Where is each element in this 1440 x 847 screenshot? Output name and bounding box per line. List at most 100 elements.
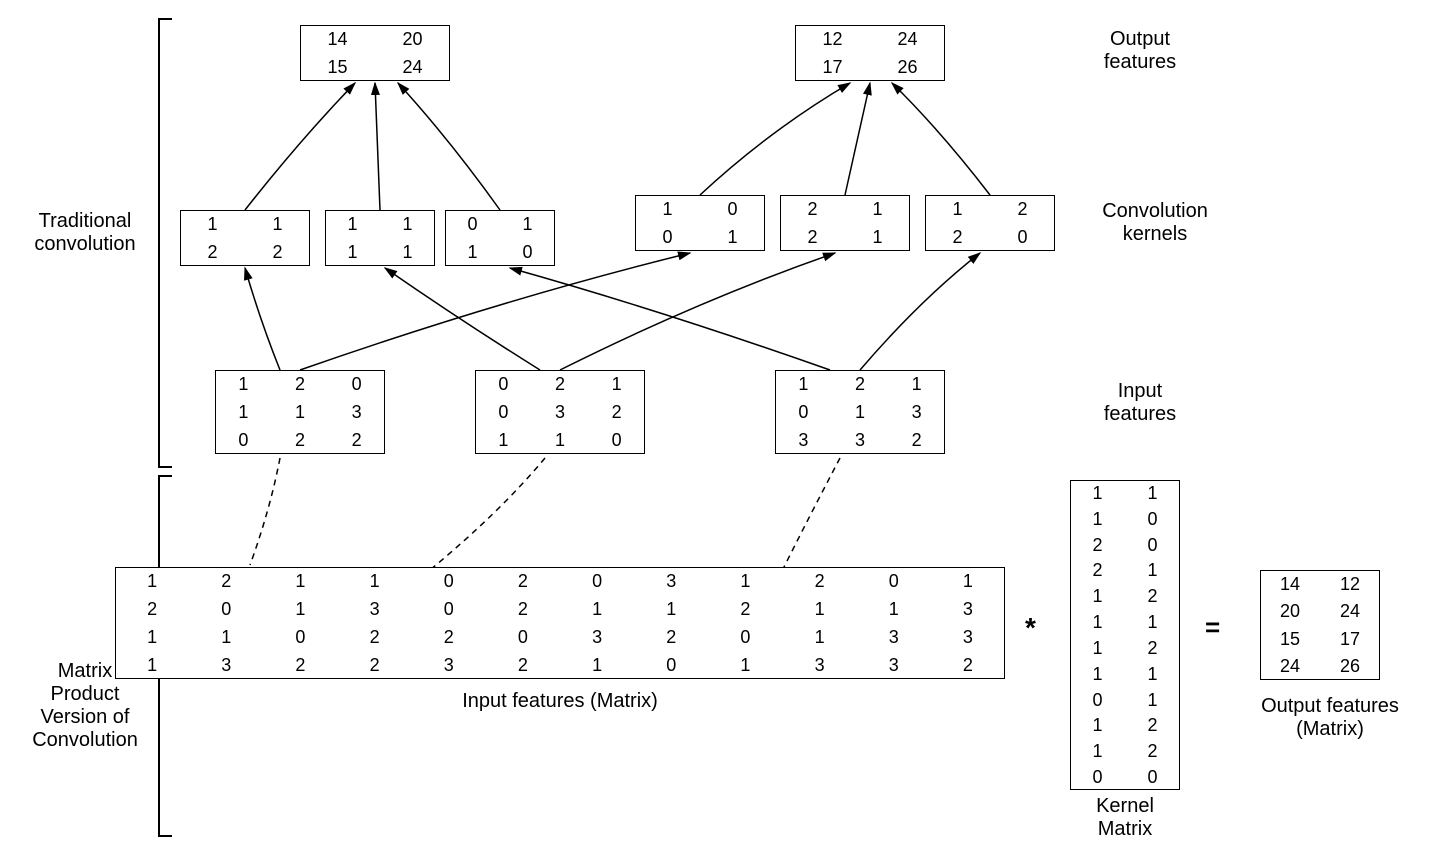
kernel-5-cell-1-1: 0 <box>990 227 1055 248</box>
output-matrix-cell-3-1: 26 <box>1320 656 1380 677</box>
l-km-1: Kernel <box>1096 795 1154 817</box>
input-feature-2-cell-0-0: 1 <box>775 374 832 395</box>
label-input-matrix: Input features (Matrix) <box>360 690 760 713</box>
kernel-matrix-cell-2-0: 2 <box>1070 535 1125 556</box>
output-feature-0-cell-0-1: 20 <box>375 29 450 50</box>
output-matrix-cell-1-0: 20 <box>1260 601 1320 622</box>
input-matrix-cell-1-10: 1 <box>857 599 931 620</box>
input-feature-2-cell-0-2: 1 <box>888 374 945 395</box>
input-matrix-cell-1-8: 2 <box>708 599 782 620</box>
output-feature-0-cell-1-0: 15 <box>300 57 375 78</box>
input-matrix-cell-2-10: 3 <box>857 627 931 648</box>
input-matrix-cell-3-3: 2 <box>338 655 412 676</box>
kernel-0-cell-0-1: 1 <box>245 214 310 235</box>
input-feature-2-cell-1-1: 1 <box>832 402 889 423</box>
kernel-matrix-cell-4-1: 2 <box>1125 586 1180 607</box>
kernel-1-cell-1-1: 1 <box>380 242 435 263</box>
kernel-3-cell-0-0: 1 <box>635 199 700 220</box>
output-feature-1-cell-0-1: 24 <box>870 29 945 50</box>
label-kernel-matrix: Kernel Matrix <box>1070 795 1180 841</box>
kernel-3-cell-1-0: 0 <box>635 227 700 248</box>
kernel-matrix-cell-6-0: 1 <box>1070 638 1125 659</box>
output-feature-0-cell-0-0: 14 <box>300 29 375 50</box>
output-matrix-cell-0-0: 14 <box>1260 574 1320 595</box>
kernel-matrix-cell-5-0: 1 <box>1070 612 1125 633</box>
kernel-matrix-cell-11-1: 0 <box>1125 767 1180 788</box>
input-feature-1-cell-0-2: 1 <box>588 374 645 395</box>
l-out-1: Output <box>1110 28 1170 50</box>
input-feature-2-cell-2-1: 3 <box>832 430 889 451</box>
output-matrix-cell-2-1: 17 <box>1320 629 1380 650</box>
label-traditional-1: Traditional <box>39 210 132 232</box>
input-matrix-cell-0-7: 3 <box>634 571 708 592</box>
input-feature-0-cell-0-1: 2 <box>272 374 329 395</box>
kernel-2-cell-0-0: 0 <box>445 214 500 235</box>
input-matrix-cell-1-2: 1 <box>263 599 337 620</box>
input-matrix-cell-1-3: 3 <box>338 599 412 620</box>
output-feature-1-cell-1-1: 26 <box>870 57 945 78</box>
l-km-2: Matrix <box>1098 818 1152 840</box>
input-matrix-cell-3-0: 1 <box>115 655 189 676</box>
input-feature-0-cell-2-1: 2 <box>272 430 329 451</box>
l-in-1: Input <box>1118 380 1162 402</box>
input-feature-0-cell-2-0: 0 <box>215 430 272 451</box>
input-matrix-cell-0-8: 1 <box>708 571 782 592</box>
input-matrix-cell-2-0: 1 <box>115 627 189 648</box>
kernel-2-cell-1-1: 0 <box>500 242 555 263</box>
input-matrix-cell-2-7: 2 <box>634 627 708 648</box>
input-matrix-cell-0-2: 1 <box>263 571 337 592</box>
input-matrix-cell-3-7: 0 <box>634 655 708 676</box>
input-matrix-cell-3-11: 2 <box>931 655 1005 676</box>
kernel-matrix-cell-3-0: 2 <box>1070 560 1125 581</box>
input-feature-2-cell-2-0: 3 <box>775 430 832 451</box>
equals-symbol: = <box>1205 612 1220 643</box>
label-matrix-2: Product <box>51 683 120 705</box>
input-feature-1-cell-0-0: 0 <box>475 374 532 395</box>
kernel-matrix-cell-0-0: 1 <box>1070 483 1125 504</box>
kernel-matrix-cell-11-0: 0 <box>1070 767 1125 788</box>
input-matrix-cell-0-3: 1 <box>338 571 412 592</box>
input-matrix-cell-2-1: 1 <box>189 627 263 648</box>
input-matrix-cell-2-8: 0 <box>708 627 782 648</box>
label-matrix-1: Matrix <box>58 660 112 682</box>
kernel-matrix-cell-7-1: 1 <box>1125 664 1180 685</box>
input-feature-2-cell-0-1: 2 <box>832 374 889 395</box>
kernel-0-cell-1-0: 2 <box>180 242 245 263</box>
kernel-4-cell-1-0: 2 <box>780 227 845 248</box>
input-feature-0-cell-0-0: 1 <box>215 374 272 395</box>
input-matrix-cell-1-0: 2 <box>115 599 189 620</box>
output-matrix-cell-2-0: 15 <box>1260 629 1320 650</box>
input-feature-0-cell-1-0: 1 <box>215 402 272 423</box>
input-feature-0-cell-0-2: 0 <box>328 374 385 395</box>
input-feature-0-cell-1-1: 1 <box>272 402 329 423</box>
output-feature-1-cell-1-0: 17 <box>795 57 870 78</box>
input-matrix-cell-1-1: 0 <box>189 599 263 620</box>
label-traditional: Traditional convolution <box>20 210 150 256</box>
l-in-2: features <box>1104 403 1176 425</box>
input-matrix-cell-0-10: 0 <box>857 571 931 592</box>
input-matrix-cell-0-0: 1 <box>115 571 189 592</box>
input-matrix-cell-0-9: 2 <box>783 571 857 592</box>
kernel-5-cell-0-1: 2 <box>990 199 1055 220</box>
input-matrix-cell-0-5: 2 <box>486 571 560 592</box>
input-matrix-cell-2-2: 0 <box>263 627 337 648</box>
input-matrix-cell-1-6: 1 <box>560 599 634 620</box>
input-matrix-cell-0-11: 1 <box>931 571 1005 592</box>
input-matrix-cell-3-4: 3 <box>412 655 486 676</box>
input-feature-0-cell-2-2: 2 <box>328 430 385 451</box>
label-matrix-3: Version of <box>41 706 130 728</box>
input-matrix-cell-2-9: 1 <box>783 627 857 648</box>
input-matrix-cell-3-8: 1 <box>708 655 782 676</box>
input-matrix-cell-1-9: 1 <box>783 599 857 620</box>
input-matrix-cell-2-5: 0 <box>486 627 560 648</box>
input-matrix-cell-2-6: 3 <box>560 627 634 648</box>
kernel-matrix-cell-9-1: 2 <box>1125 715 1180 736</box>
kernel-matrix-cell-8-1: 1 <box>1125 690 1180 711</box>
input-matrix-cell-1-4: 0 <box>412 599 486 620</box>
kernel-2-cell-1-0: 1 <box>445 242 500 263</box>
input-feature-2-cell-1-0: 0 <box>775 402 832 423</box>
kernel-matrix-cell-2-1: 0 <box>1125 535 1180 556</box>
output-matrix-cell-0-1: 12 <box>1320 574 1380 595</box>
output-matrix-cell-3-0: 24 <box>1260 656 1320 677</box>
l-om-2: (Matrix) <box>1296 718 1364 740</box>
